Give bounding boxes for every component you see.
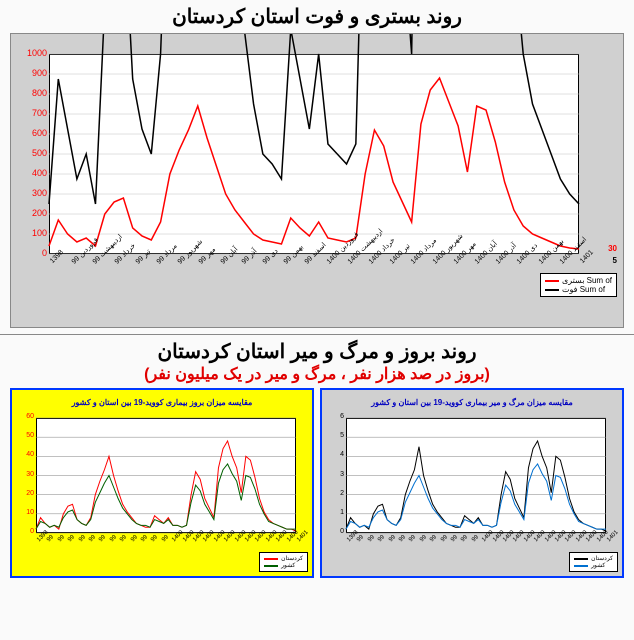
y-tick: 30 <box>14 471 34 478</box>
legend-item: فوت Sum of <box>545 285 612 294</box>
legend-item: کردستان <box>574 555 613 562</box>
y-tick: 800 <box>13 89 47 98</box>
bottom-row: مقایسه میزان بروز بیماری کووید-19 بین اس… <box>10 388 624 578</box>
y-tick: 20 <box>14 490 34 497</box>
y-tick: 40 <box>14 451 34 458</box>
top-legend: بستری Sum ofفوت Sum of <box>540 273 617 297</box>
y-tick: 2 <box>324 490 344 497</box>
y-tick: 6 <box>324 413 344 420</box>
y-tick: 10 <box>14 509 34 516</box>
top-title: روند بستری و فوت استان کردستان <box>0 4 634 29</box>
top-svg <box>11 34 623 329</box>
y-tick: 0 <box>14 528 34 535</box>
y-tick: 5 <box>324 432 344 439</box>
y-tick: 100 <box>13 229 47 238</box>
y-tick: 50 <box>14 432 34 439</box>
y-tick: 200 <box>13 209 47 218</box>
y-tick: 60 <box>14 413 34 420</box>
top-end-black: 5 <box>613 256 617 265</box>
legend-item: کردستان <box>264 555 303 562</box>
left-legend: کردستانکشور <box>259 552 308 572</box>
y-tick: 4 <box>324 451 344 458</box>
y-tick: 0 <box>324 528 344 535</box>
y-tick: 1 <box>324 509 344 516</box>
y-tick: 500 <box>13 149 47 158</box>
top-chart: 30 5 بستری Sum ofفوت Sum of 0 100 200 300 40… <box>10 33 624 328</box>
y-tick: 600 <box>13 129 47 138</box>
y-tick: 900 <box>13 69 47 78</box>
y-tick: 300 <box>13 189 47 198</box>
top-end-red: 30 <box>608 244 617 253</box>
right-legend: کردستانکشور <box>569 552 618 572</box>
divider <box>0 334 634 335</box>
left-chart: مقایسه میزان بروز بیماری کووید-19 بین اس… <box>10 388 314 578</box>
y-tick: 400 <box>13 169 47 178</box>
legend-item: کشور <box>264 562 303 569</box>
right-chart: مقایسه میزان مرگ و میر بیماری کووید-19 ب… <box>320 388 624 578</box>
bottom-subtitle: (بروز در صد هزار نفر ، مرگ و میر در یک م… <box>0 364 634 384</box>
y-tick: 3 <box>324 471 344 478</box>
y-tick: 0 <box>13 249 47 258</box>
legend-item: کشور <box>574 562 613 569</box>
y-tick: 700 <box>13 109 47 118</box>
bottom-title: روند بروز و مرگ و میر استان کردستان <box>0 339 634 364</box>
legend-item: بستری Sum of <box>545 276 612 285</box>
y-tick: 1000 <box>13 49 47 58</box>
page: روند بستری و فوت استان کردستان 30 5 بستر… <box>0 0 634 640</box>
